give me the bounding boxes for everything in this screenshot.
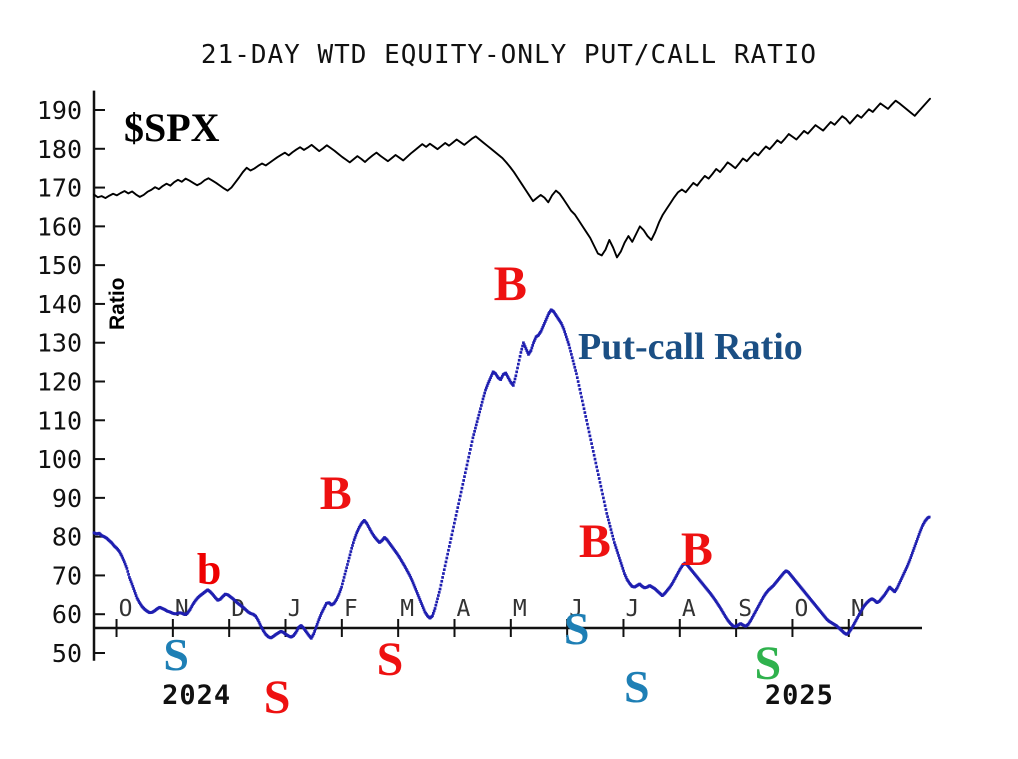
x-tick-label: N [851,596,865,622]
x-tick-label: M [513,596,527,622]
year-label-2025: 2025 [764,680,834,711]
y-tick-label: 110 [37,406,82,435]
annotation-green-sell-10: S [754,637,782,690]
x-tick-label: J [626,596,640,622]
x-tick-label: J [569,596,583,622]
spx-series-label: $SPX [124,105,220,150]
x-tick-label: A [457,596,471,622]
annotation-minor-buy-0: b [196,545,222,594]
y-tick-label: 130 [37,329,82,358]
series-spx [93,97,931,259]
annotation-buy-3: B [319,467,352,520]
x-tick-label: S [738,596,752,622]
x-tick-label: A [682,596,696,622]
data-series [92,97,931,640]
y-tick-label: 60 [52,600,82,629]
y-tick-label: 120 [37,368,82,397]
y-tick-label: 140 [37,290,82,319]
x-tick-label: M [400,596,414,622]
annotation-sell-4: S [376,633,404,686]
x-tick-label: J [288,596,302,622]
y-tick-label: 170 [37,174,82,203]
y-tick-label: 160 [37,212,82,241]
x-tick-label: O [119,596,133,622]
y-tick-label: 80 [52,523,82,552]
put-call-ratio-series-label: Put-call Ratio [578,326,803,368]
year-label-2024: 2024 [162,680,232,711]
y-axis: 50 60 70 80 90 100 110 120 130 140 150 160 170 180 190 [37,90,105,668]
y-tick-label: 180 [37,135,82,164]
y-tick-label: 90 [52,484,82,513]
y-tick-label: 100 [37,445,82,474]
y-tick-label: 70 [52,561,82,590]
x-tick-label: F [344,596,358,622]
annotation-minor-sell-8: S [624,661,650,712]
y-tick-label: 190 [37,96,82,125]
annotation-buy-7: B [578,515,611,568]
x-tick-label: D [231,596,245,622]
series-put-call-ratio [92,308,931,640]
chart-title: 21-DAY WTD EQUITY-ONLY PUT/CALL RATIO [200,40,818,70]
annotation-sell-2: S [263,671,291,724]
annotation-minor-sell-1: S [163,629,189,680]
annotation-buy-5: B [493,255,527,311]
annotation-minor-sell-6: S [563,603,590,654]
y-tick-label: 150 [37,251,82,280]
x-tick-label: O [795,596,809,622]
y-tick-label: 50 [52,639,82,668]
y-axis-title: Ratio [106,277,129,331]
annotation-buy-9: B [680,523,713,576]
x-tick-label: N [175,596,189,622]
